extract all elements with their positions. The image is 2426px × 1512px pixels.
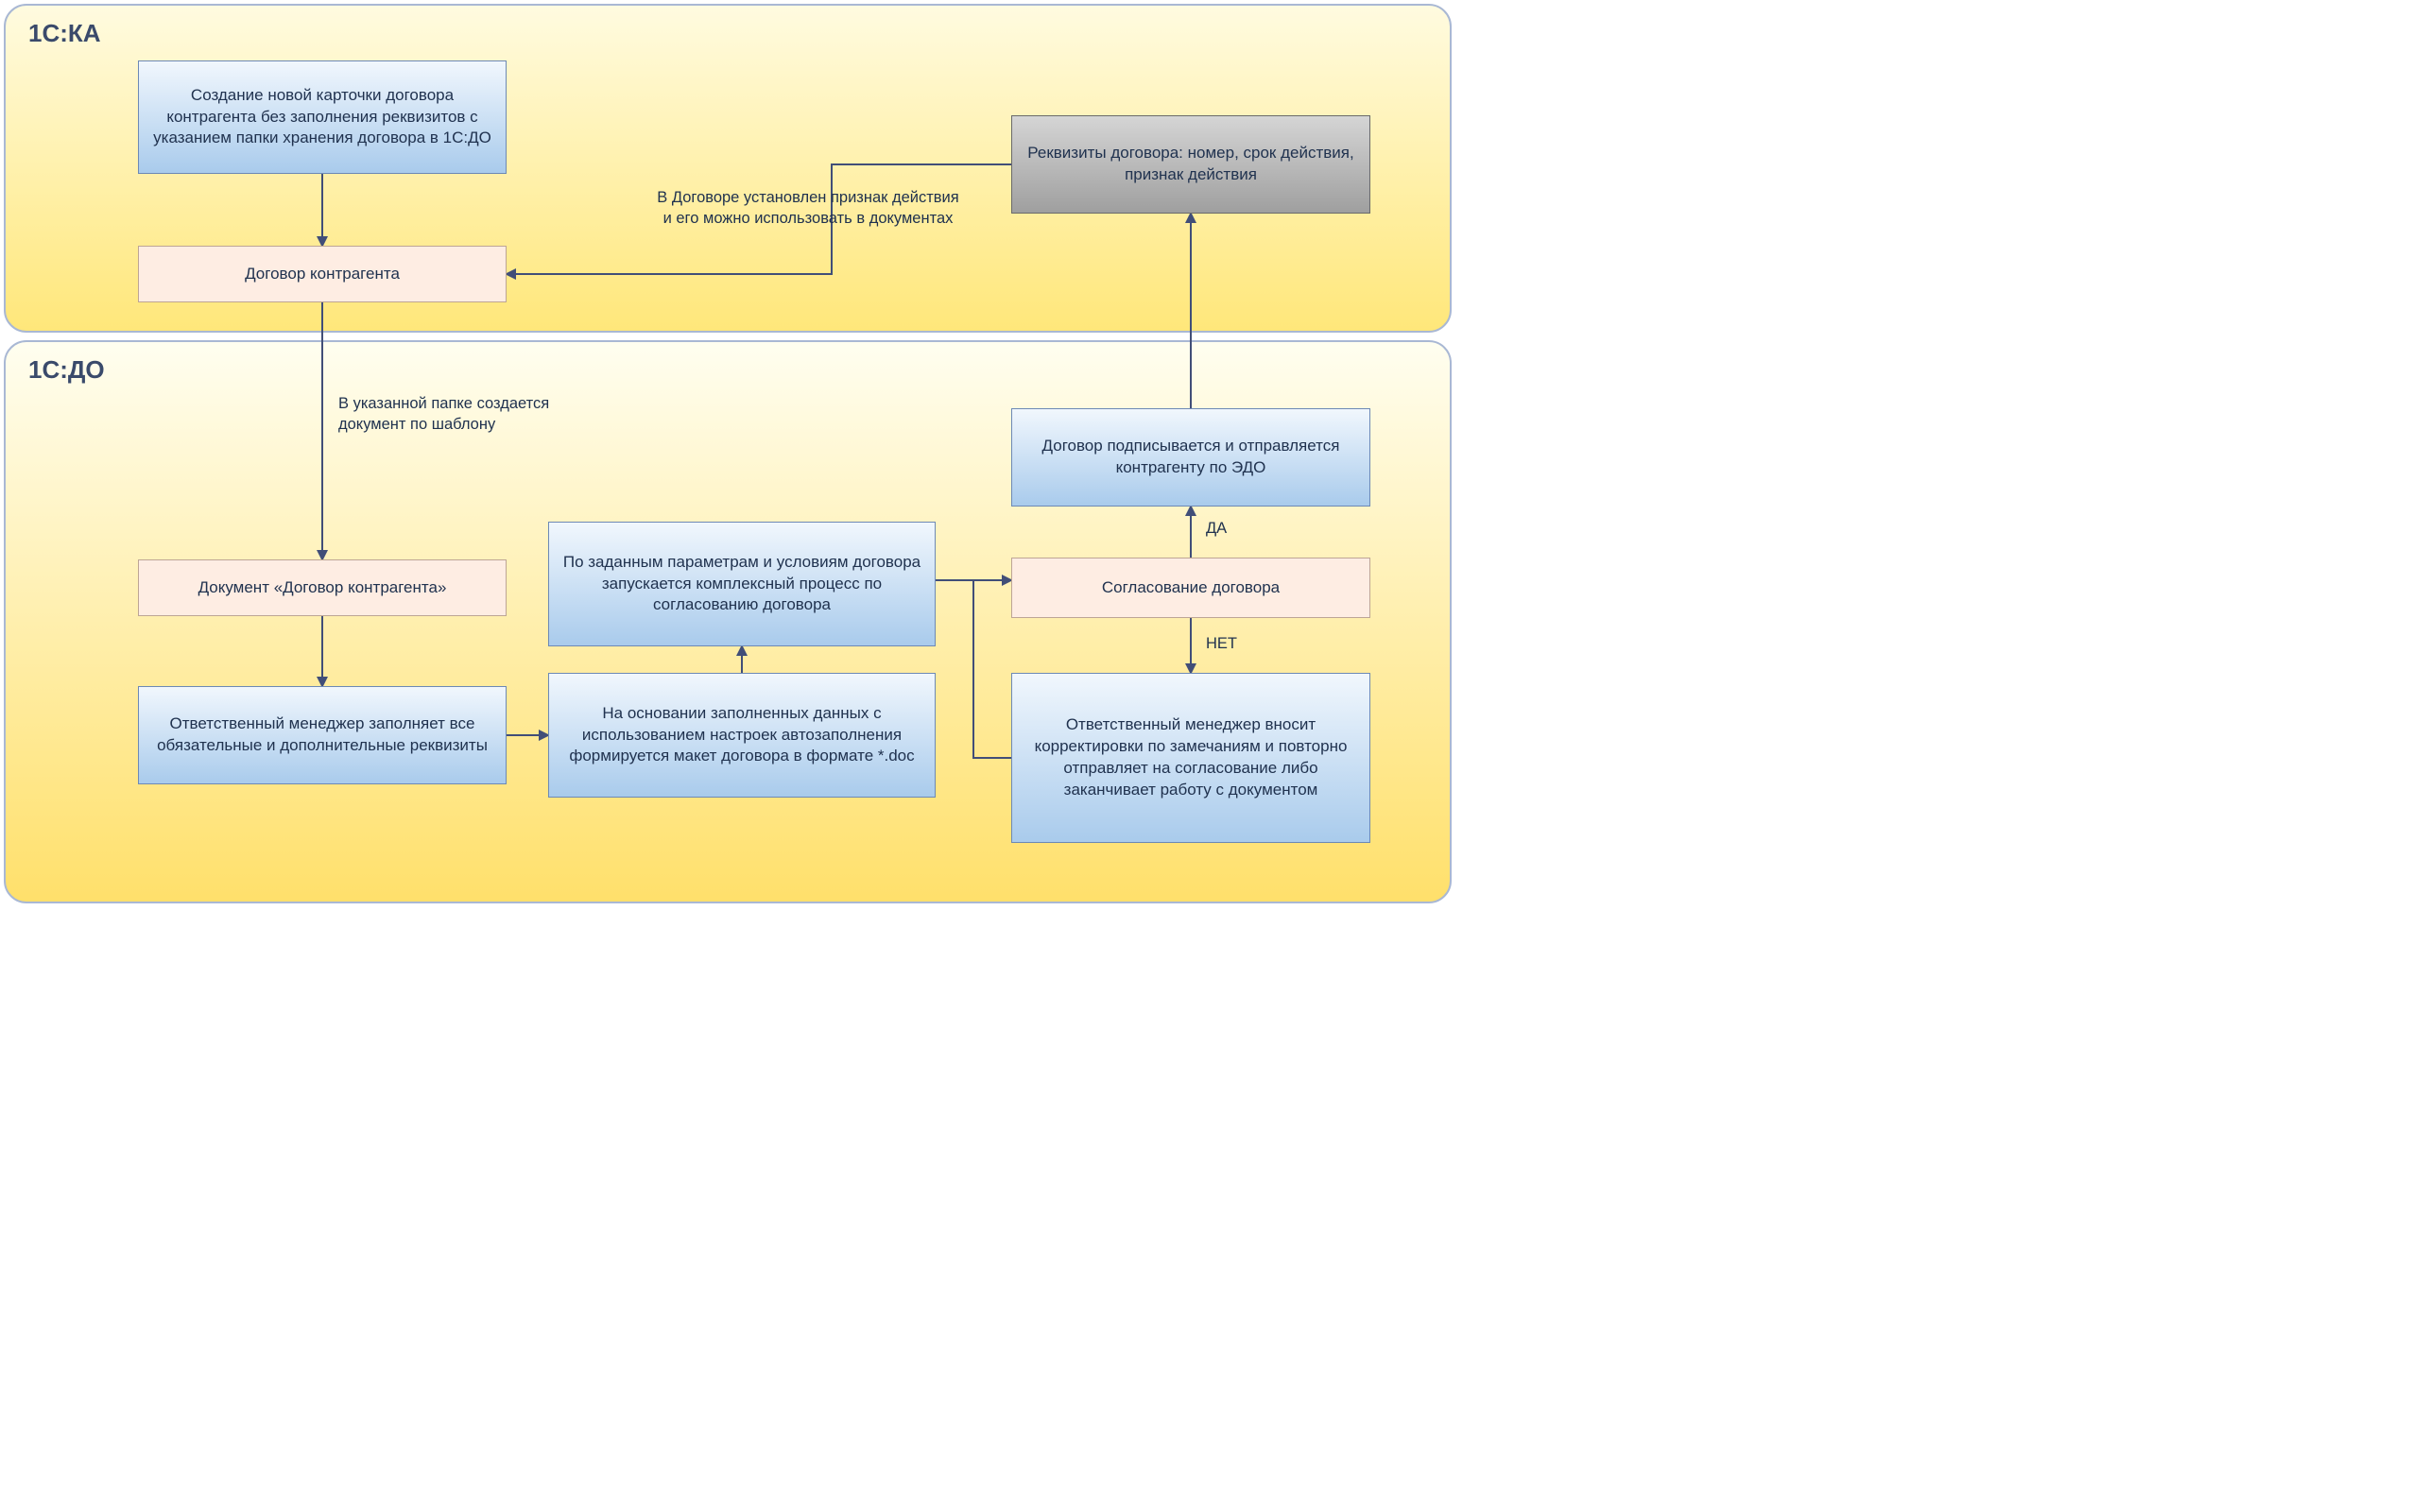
panel-top-title: 1С:КА (28, 19, 101, 48)
lbl-net: НЕТ (1206, 633, 1263, 654)
lbl-priznak: В Договоре установлен признак действия и… (652, 187, 964, 230)
n-manager1: Ответственный менеджер заполняет все обя… (138, 686, 507, 784)
n-create: Создание новой карточки договора контраг… (138, 60, 507, 174)
n-doc-do: Документ «Договор контрагента» (138, 559, 507, 616)
n-sign: Договор подписывается и отправляется кон… (1011, 408, 1370, 507)
lbl-template: В указанной папке создается документ по … (338, 393, 584, 436)
n-manager2: Ответственный менеджер вносит корректиро… (1011, 673, 1370, 843)
n-dogovor-ka: Договор контрагента (138, 246, 507, 302)
lbl-da: ДА (1206, 518, 1263, 539)
flowchart-canvas: 1С:КА 1С:ДО Создание новой карточки догово… (0, 0, 1455, 907)
n-maket: На основании заполненных данных с исполь… (548, 673, 936, 798)
n-approval: Согласование договора (1011, 558, 1370, 618)
n-rekv: Реквизиты договора: номер, срок действия… (1011, 115, 1370, 214)
panel-bottom-title: 1С:ДО (28, 355, 105, 385)
n-process: По заданным параметрам и условиям догово… (548, 522, 936, 646)
